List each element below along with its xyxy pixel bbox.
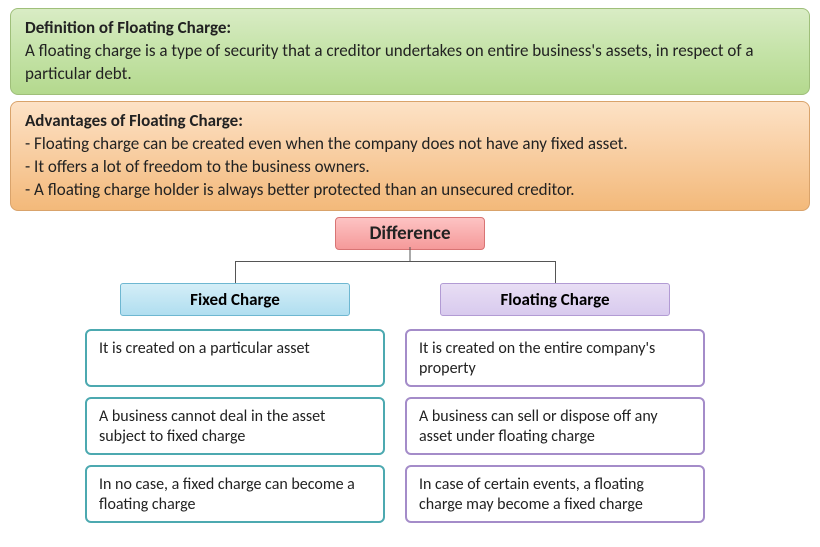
floating-charge-header: Floating Charge [440, 283, 670, 316]
fixed-item-3: In no case, a fixed charge can become a … [85, 465, 385, 523]
definition-body: A floating charge is a type of security … [25, 40, 754, 84]
definition-box: Definition of Floating Charge: A floatin… [10, 8, 810, 95]
advantages-box: Advantages of Floating Charge: - Floatin… [10, 101, 810, 211]
difference-diagram: Difference Fixed Charge Floating Charge … [10, 217, 810, 547]
advantages-title: Advantages of Floating Charge: [25, 110, 243, 131]
connector-line [555, 261, 556, 283]
advantages-line-2: - It offers a lot of freedom to the busi… [25, 156, 370, 177]
fixed-item-1: It is created on a particular asset [85, 329, 385, 387]
fixed-charge-header: Fixed Charge [120, 283, 350, 316]
connector-line [235, 261, 555, 262]
connector-line [235, 261, 236, 283]
advantages-line-1: - Floating charge can be created even wh… [25, 133, 628, 154]
floating-item-1: It is created on the entire company's pr… [405, 329, 705, 387]
floating-item-3: In case of certain events, a floating ch… [405, 465, 705, 523]
advantages-line-3: - A floating charge holder is always bet… [25, 179, 575, 200]
floating-item-2: A business can sell or dispose off any a… [405, 397, 705, 455]
fixed-item-2: A business cannot deal in the asset subj… [85, 397, 385, 455]
connector-line [410, 247, 411, 261]
definition-title: Definition of Floating Charge: [25, 17, 231, 38]
difference-header: Difference [335, 217, 485, 250]
